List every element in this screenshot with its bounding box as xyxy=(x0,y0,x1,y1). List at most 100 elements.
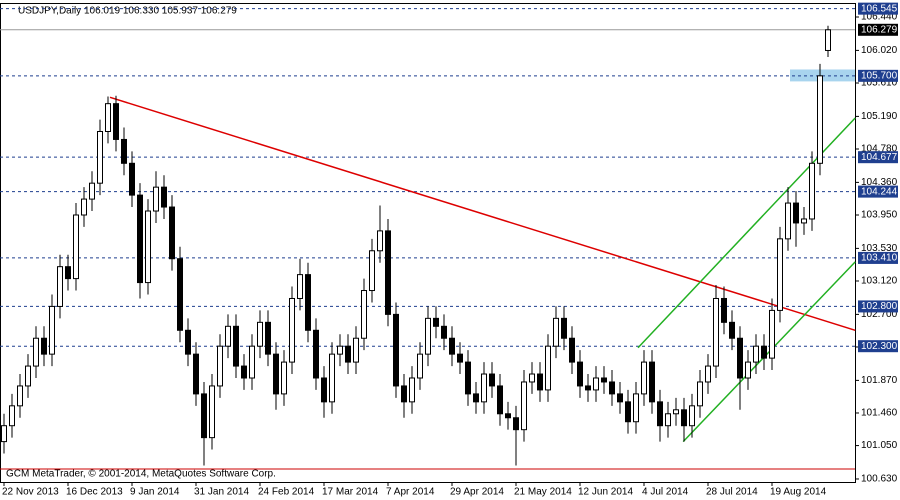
x-tick-label: 16 Dec 2013 xyxy=(66,487,123,498)
candle-body xyxy=(785,202,791,240)
candle-body xyxy=(529,373,535,383)
chart-title: USDJPY,Daily 106.019 106.330 105.937 106… xyxy=(18,6,237,17)
candle-body xyxy=(481,373,487,403)
plot-frame xyxy=(0,3,856,483)
y-tick-label: 105.190 xyxy=(861,111,898,122)
candle-body xyxy=(737,337,743,379)
candle-body xyxy=(265,321,271,355)
x-tick-label: 9 Jan 2014 xyxy=(130,487,180,498)
y-tick-label: 105.610 xyxy=(861,78,898,89)
x-tick-label: 17 Mar 2014 xyxy=(322,487,379,498)
candle-body xyxy=(817,75,823,164)
candle-body xyxy=(745,361,751,379)
candle-body xyxy=(305,274,311,331)
level-label-box xyxy=(858,251,898,264)
candle-body xyxy=(657,401,663,427)
candle-body xyxy=(441,325,447,339)
candle-body xyxy=(161,186,167,208)
candle-body xyxy=(665,413,671,427)
level-label-box xyxy=(858,151,898,164)
candle-body xyxy=(57,266,63,307)
candle-body xyxy=(297,274,303,299)
candle-body xyxy=(369,250,375,292)
candle-body xyxy=(465,361,471,395)
candle-body xyxy=(409,377,415,403)
candle-body xyxy=(385,230,391,315)
candle-body xyxy=(513,417,519,431)
candle-body xyxy=(25,365,31,387)
candle-body xyxy=(585,385,591,391)
candle-body xyxy=(625,401,631,423)
candle-body xyxy=(33,337,39,367)
x-tick-label: 29 Apr 2014 xyxy=(450,487,504,498)
trendline xyxy=(109,96,856,332)
candle-body xyxy=(425,317,431,355)
y-tick-label: 101.460 xyxy=(861,408,898,419)
candle-body xyxy=(761,345,767,359)
x-tick-label: 21 May 2014 xyxy=(514,487,572,498)
candle-body xyxy=(689,405,695,427)
candle-body xyxy=(769,309,775,359)
y-tick-label: 100.630 xyxy=(861,474,898,485)
candle-body xyxy=(609,381,615,395)
candle-body xyxy=(489,373,495,387)
candle-body xyxy=(601,377,607,383)
candle-body xyxy=(417,353,423,379)
candle-body xyxy=(673,409,679,415)
candle-body xyxy=(337,345,343,355)
candle-body xyxy=(449,337,455,355)
candle-body xyxy=(617,393,623,403)
candle-body xyxy=(393,313,399,387)
candle-body xyxy=(177,258,183,331)
candle-body xyxy=(793,202,799,224)
candle-body xyxy=(153,186,159,212)
candle-body xyxy=(561,317,567,339)
candle-body xyxy=(49,305,55,355)
level-label: 104.677 xyxy=(861,152,898,163)
candle-body xyxy=(353,337,359,363)
candle-body xyxy=(201,393,207,439)
candle-body xyxy=(537,373,543,391)
candle-body xyxy=(273,353,279,395)
candle-body xyxy=(801,218,807,224)
last-price-box xyxy=(858,23,898,36)
y-tick-label: 106.020 xyxy=(861,45,898,56)
level-label: 105.700 xyxy=(861,70,898,81)
candle-body xyxy=(193,353,199,395)
candle-body xyxy=(97,130,103,184)
candle-body xyxy=(137,194,143,284)
candle-body xyxy=(89,182,95,200)
level-label: 106.545 xyxy=(861,3,898,14)
candle-body xyxy=(9,405,15,427)
x-tick-label: 19 Aug 2014 xyxy=(770,487,827,498)
candle-body xyxy=(361,290,367,339)
x-tick-label: 28 Jul 2014 xyxy=(706,487,758,498)
candle-body xyxy=(313,329,319,379)
y-tick-label: 103.530 xyxy=(861,243,898,254)
candle-body xyxy=(129,162,135,196)
candle-body xyxy=(185,329,191,355)
candle-body xyxy=(545,345,551,391)
level-label: 103.410 xyxy=(861,253,898,264)
y-tick-label: 106.440 xyxy=(861,12,898,23)
y-tick-label: 103.120 xyxy=(861,276,898,287)
candle-body xyxy=(81,198,87,216)
level-label-box xyxy=(858,300,898,313)
candle-body xyxy=(649,361,655,403)
candle-body xyxy=(321,377,327,403)
candle-body xyxy=(233,325,239,367)
candle-body xyxy=(41,337,47,355)
candle-body xyxy=(105,103,111,132)
candle-body xyxy=(281,361,287,395)
y-tick-label: 103.950 xyxy=(861,210,898,221)
x-tick-label: 31 Jan 2014 xyxy=(194,487,249,498)
level-label-box xyxy=(858,2,898,15)
candle-body xyxy=(457,353,463,363)
level-label: 104.244 xyxy=(861,186,898,197)
last-price-label: 106.279 xyxy=(861,24,898,35)
candle-body xyxy=(169,206,175,260)
candle-body xyxy=(633,393,639,423)
candle-body xyxy=(825,29,831,51)
